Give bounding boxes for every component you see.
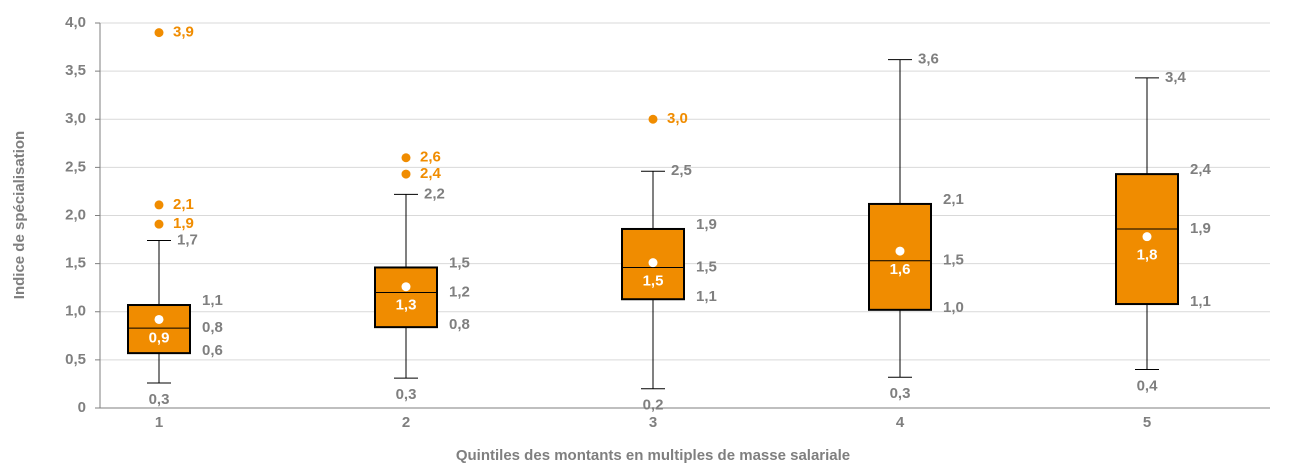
value-label: 1,0 [943, 299, 964, 316]
value-label: 3,4 [1165, 69, 1187, 86]
value-label: 0,3 [396, 386, 417, 403]
y-tick-label: 0,5 [65, 351, 86, 368]
value-label: 1,1 [202, 292, 223, 309]
outlier [401, 169, 411, 179]
box [868, 202, 932, 311]
x-tick-label: 2 [402, 414, 410, 431]
outlier [154, 28, 164, 38]
value-label: 1,7 [177, 231, 198, 248]
value-label: 1,9 [173, 215, 194, 232]
x-tick-label: 1 [155, 414, 163, 431]
value-label: 1,2 [449, 283, 470, 300]
y-tick-label: 2,5 [65, 158, 86, 175]
value-label: 3,0 [667, 110, 688, 127]
value-label: 2,4 [1190, 161, 1212, 178]
value-label: 2,1 [943, 191, 964, 208]
y-tick-label: 3,0 [65, 110, 86, 127]
mean-marker [648, 258, 658, 268]
x-tick-label: 4 [896, 414, 905, 431]
value-label: 1,1 [1190, 293, 1211, 310]
y-tick-label: 2,0 [65, 206, 86, 223]
value-label: 0,8 [202, 319, 223, 336]
y-tick-label: 1,5 [65, 255, 86, 272]
y-axis-title: Indice de spécialisation [11, 131, 28, 299]
value-label: 2,2 [424, 185, 445, 202]
value-label: 2,1 [173, 196, 194, 213]
outlier [154, 200, 164, 210]
value-label: 2,4 [420, 165, 442, 182]
mean-marker [895, 246, 905, 256]
value-label: 0,8 [449, 316, 470, 333]
box [127, 304, 191, 355]
mean-marker [154, 314, 164, 324]
value-label: 1,3 [396, 297, 417, 314]
outlier [154, 219, 164, 229]
x-tick-label: 3 [649, 414, 657, 431]
x-axis-title: Quintiles des montants en multiples de m… [456, 447, 850, 464]
value-label: 1,9 [1190, 220, 1211, 237]
value-label: 0,6 [202, 342, 223, 359]
value-label: 1,6 [890, 261, 911, 278]
y-tick-label: 1,0 [65, 303, 86, 320]
outlier [401, 153, 411, 163]
value-label: 1,5 [449, 254, 470, 271]
y-tick-label: 3,5 [65, 62, 86, 79]
value-label: 1,5 [643, 273, 664, 290]
value-label: 3,6 [918, 51, 939, 68]
value-label: 1,8 [1137, 247, 1158, 264]
value-label: 1,1 [696, 288, 717, 305]
value-label: 0,3 [149, 391, 170, 408]
box [374, 266, 438, 329]
value-label: 3,9 [173, 24, 194, 41]
value-label: 0,3 [890, 385, 911, 402]
value-label: 0,4 [1137, 377, 1159, 394]
value-label: 2,5 [671, 162, 692, 179]
value-label: 0,2 [643, 397, 664, 414]
value-label: 1,5 [943, 252, 964, 269]
mean-marker [1142, 232, 1152, 242]
value-label: 2,6 [420, 149, 441, 166]
mean-marker [401, 282, 411, 292]
value-label: 0,9 [149, 329, 170, 346]
x-tick-label: 5 [1143, 414, 1151, 431]
value-label: 1,5 [696, 258, 717, 275]
y-tick-label: 4,0 [65, 14, 86, 31]
y-tick-label: 0 [78, 399, 86, 416]
value-label: 1,9 [696, 216, 717, 233]
outlier [648, 114, 658, 124]
